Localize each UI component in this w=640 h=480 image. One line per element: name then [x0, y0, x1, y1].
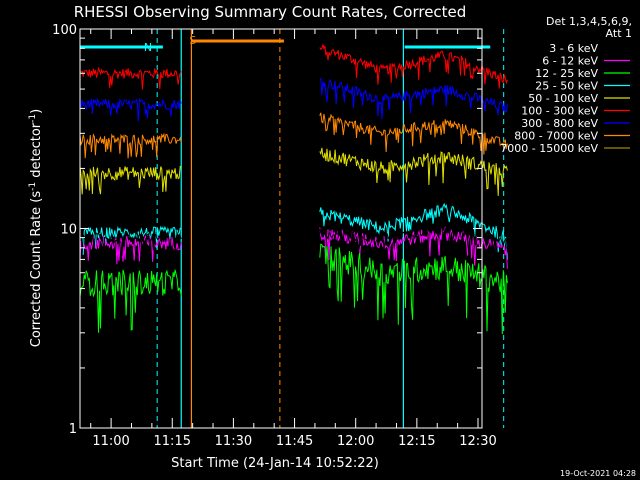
x-tick-label-2: 11:30: [215, 434, 252, 449]
x-tick-label-0: 11:00: [92, 434, 129, 449]
legend-label-1: 6 - 12 keV: [542, 55, 598, 68]
series-line-0: [80, 43, 508, 90]
plot-area: NS: [79, 29, 508, 428]
series-line-1: [79, 77, 508, 122]
legend-header-1: Det 1,3,4,5,6,9,: [546, 15, 632, 28]
y-axis-label: Corrected Count Rate (s-1 detector-1): [28, 109, 44, 347]
footer-timestamp: 19-Oct-2021 04:28: [560, 469, 636, 478]
series-line-7: [79, 243, 508, 335]
flag-label-0: N: [144, 41, 152, 54]
axes: 1 10 100 11:00 11:15 11:30 11:45 12:00 12:15 12:3…: [52, 23, 497, 449]
y-tick-label-0: 1: [69, 422, 77, 437]
legend-label-3: 25 - 50 keV: [535, 80, 598, 93]
x-tick-label-3: 11:45: [276, 434, 313, 449]
x-tick-label-6: 12:30: [459, 434, 496, 449]
x-tick-label-4: 12:00: [337, 434, 374, 449]
legend-label-2: 12 - 25 keV: [535, 67, 598, 80]
series-line-4: [79, 202, 508, 260]
series-line-2: [79, 112, 508, 159]
legend-label-4: 50 - 100 keV: [528, 92, 598, 105]
legend-label-7: 800 - 7000 keV: [514, 130, 598, 143]
x-axis-label: Start Time (24-Jan-14 10:52:22): [171, 456, 379, 471]
x-tick-label-1: 11:15: [154, 434, 191, 449]
legend-label-5: 100 - 300 keV: [521, 105, 598, 118]
plot-frame: [79, 28, 483, 429]
y-tick-label-1: 10: [60, 223, 77, 238]
flag-label-1: S: [189, 34, 196, 47]
legend-label-0: 3 - 6 keV: [549, 42, 598, 55]
legend-label-8: 7000 - 15000 keV: [500, 142, 598, 155]
legend-header-2: Att 1: [606, 27, 632, 40]
series-line-3: [79, 147, 508, 196]
legend-label-6: 300 - 800 keV: [521, 117, 598, 130]
y-tick-label-2: 100: [52, 23, 77, 38]
x-tick-label-5: 12:15: [398, 434, 435, 449]
series-line-6: [79, 223, 508, 257]
chart-title: RHESSI Observing Summary Count Rates, Co…: [74, 3, 467, 21]
